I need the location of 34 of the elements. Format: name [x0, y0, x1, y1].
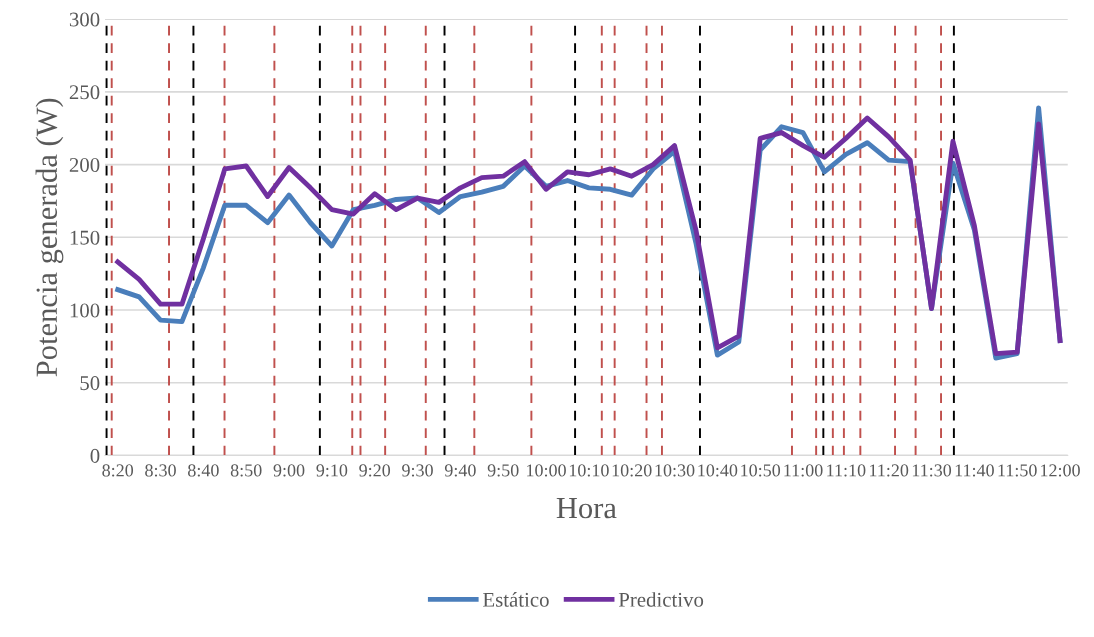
- x-tick-label: 10:50: [741, 464, 781, 477]
- x-tick-label: 12:00: [1041, 464, 1080, 477]
- x-tick-label: 11:30: [912, 464, 952, 477]
- x-tick-label: 9:40: [444, 464, 476, 477]
- x-tick-label: 10:10: [569, 464, 609, 477]
- legend-label: Predictivo: [618, 592, 704, 607]
- x-tick-label: 8:20: [102, 464, 134, 477]
- x-tick-label: 9:00: [273, 464, 305, 477]
- x-tick-label: 9:30: [402, 464, 433, 477]
- x-tick-label: 10:00: [527, 464, 566, 477]
- x-tick-label: 10:30: [655, 464, 695, 477]
- x-tick-label: 11:00: [784, 464, 823, 477]
- x-tick-label: 9:50: [487, 464, 519, 477]
- x-tick-label: 11:10: [827, 464, 866, 477]
- x-tick-label: 8:40: [188, 464, 219, 477]
- x-axis-title: Hora: [556, 498, 617, 519]
- y-tick-label: 300: [69, 12, 100, 27]
- x-tick-label: 8:30: [145, 464, 176, 477]
- x-tick-label: 10:20: [612, 464, 652, 477]
- x-tick-label: 8:50: [230, 464, 262, 477]
- x-tick-label: 9:20: [359, 464, 391, 477]
- x-tick-label: 10:40: [698, 464, 738, 477]
- x-tick-label: 11:50: [998, 464, 1037, 477]
- x-tick-label: 11:40: [955, 464, 994, 477]
- y-tick-label: 100: [70, 303, 100, 318]
- y-tick-label: 250: [69, 85, 100, 100]
- y-axis-title: Potencia generada (W): [35, 98, 64, 377]
- legend-label: Estático: [483, 592, 549, 607]
- x-tick-label: 9:10: [316, 464, 348, 477]
- y-tick-label: 200: [69, 157, 100, 172]
- y-tick-label: 0: [90, 448, 100, 463]
- y-tick-label: 150: [70, 230, 100, 245]
- y-tick-label: 50: [80, 376, 100, 391]
- x-tick-label: 11:20: [870, 464, 909, 477]
